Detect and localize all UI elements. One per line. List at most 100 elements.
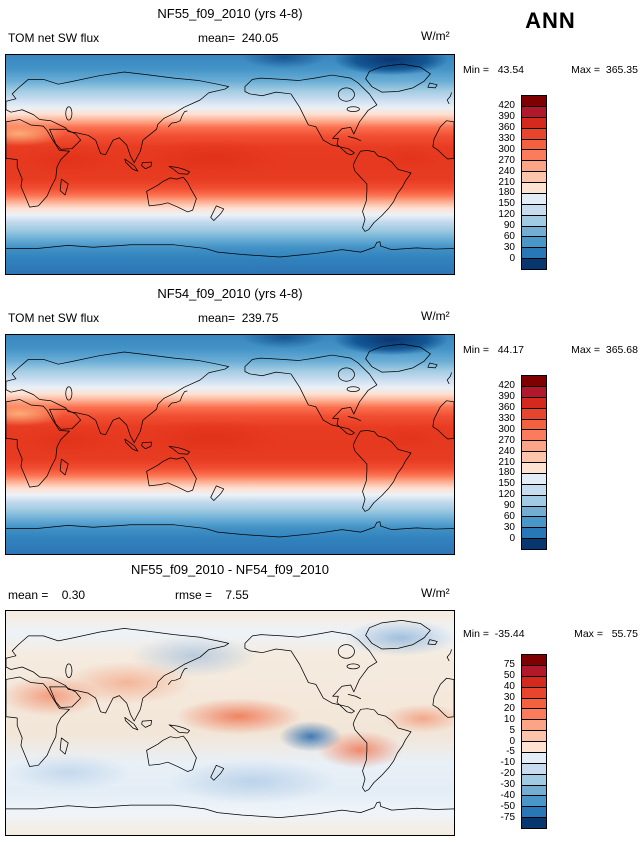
colorbar-segment [522,462,546,473]
colorbar-segment [522,138,546,150]
panel2-min-label: Min = 44.17 [463,344,524,356]
colorbar-tick-label: 300 [498,143,515,155]
colorbar-segment [522,483,546,495]
colorbar-tick-label: 210 [498,456,515,468]
colorbar-tick-label: 50 [503,669,515,681]
colorbar-tick-label: 330 [498,412,515,424]
panel3-rmse-label: rmse = 7.55 [175,588,249,602]
colorbar-segment [522,258,546,269]
panel1-variable-label: TOM net SW flux [8,31,100,45]
colorbar-tick-label: 150 [498,478,515,490]
colorbar-tick-label: 390 [498,390,515,402]
colorbar-segment [522,817,546,828]
colorbar-tick-label: 0 [509,533,515,545]
panel1-min-label: Min = 43.54 [463,64,524,76]
panel1-coastlines [6,63,454,258]
colorbar-segment [522,214,546,226]
colorbar-tick-label: 240 [498,445,515,457]
colorbar-tick-label: 270 [498,434,515,446]
panel2-colorbar-labels: 420 390 360 330 300 270 240 210 180 150 120 90 60 30 0 [465,375,515,550]
panel1-title: NF55_f09_2010 (yrs 4-8) [157,6,303,21]
colorbar-segment [522,773,546,785]
colorbar-segment [522,407,546,419]
colorbar-segment [522,751,546,763]
colorbar-segment [522,655,546,665]
panel2-minmax: Min = 44.17 Max = 365.68 [463,344,638,356]
colorbar-tick-label: -75 [500,812,515,824]
colorbar-segment [522,160,546,172]
colorbar-segment [522,686,546,698]
colorbar-tick-label: 330 [498,132,515,144]
colorbar-segment [522,376,546,386]
panel1-colorbar [521,95,547,270]
colorbar-tick-label: 210 [498,176,515,188]
colorbar-tick-label: 40 [503,680,515,692]
colorbar-segment [522,675,546,687]
colorbar-tick-label: 30 [503,242,515,254]
colorbar-tick-label: 90 [503,220,515,232]
colorbar-segment [522,182,546,193]
colorbar-segment [522,472,546,484]
colorbar-segment [522,105,546,117]
panel2-mean-label: mean= 239.75 [198,311,279,325]
panel1-units-label: W/m² [421,29,450,43]
colorbar-tick-label: 390 [498,110,515,122]
colorbar-segment [522,385,546,397]
colorbar-tick-label: 180 [498,467,515,479]
colorbar-tick-label: -40 [500,790,515,802]
colorbar-segment [522,719,546,731]
colorbar-tick-label: 270 [498,154,515,166]
colorbar-segment [522,762,546,774]
panel3-colorbar-labels: 75 50 40 30 20 10 5 0 -5 -10 -20 -30 -40 -50 -75 [465,654,515,829]
colorbar-segment [522,96,546,106]
panel3-units-label: W/m² [421,586,450,600]
panel3-title: NF55_f09_2010 - NF54_f09_2010 [130,562,330,577]
colorbar-segment [522,516,546,528]
colorbar-segment [522,247,546,259]
colorbar-segment [522,440,546,452]
panel2-map [5,334,455,555]
colorbar-tick-label: 90 [503,500,515,512]
colorbar-tick-label: 60 [503,511,515,523]
colorbar-tick-label: 180 [498,187,515,199]
panel2-variable-label: TOM net SW flux [8,311,100,325]
colorbar-tick-label: 420 [498,99,515,111]
colorbar-tick-label: 10 [503,713,515,725]
colorbar-segment [522,225,546,237]
panel1-colorbar-labels: 420 390 360 330 300 270 240 210 180 150 120 90 60 30 0 [465,95,515,270]
colorbar-segment [522,505,546,517]
colorbar-segment [522,149,546,161]
colorbar-tick-label: 0 [509,735,515,747]
panel2-units-label: W/m² [421,309,450,323]
panel1-minmax: Min = 43.54 Max = 365.35 [463,64,638,76]
panel3-colorbar [521,654,547,829]
panel2-coastlines [6,343,454,538]
panel2-colorbar [521,375,547,550]
panel3-minmax: Min = -35.44 Max = 55.75 [463,628,638,640]
colorbar-tick-label: 60 [503,231,515,243]
colorbar-segment [522,429,546,441]
colorbar-segment [522,527,546,539]
colorbar-segment [522,538,546,549]
colorbar-segment [522,494,546,506]
colorbar-tick-label: 75 [503,658,515,670]
panel3-mean-label: mean = 0.30 [8,588,86,602]
colorbar-segment [522,795,546,807]
colorbar-tick-label: 360 [498,401,515,413]
colorbar-tick-label: 120 [498,489,515,501]
colorbar-segment [522,697,546,709]
colorbar-tick-label: 0 [509,253,515,265]
colorbar-segment [522,741,546,752]
colorbar-tick-label: -30 [500,779,515,791]
panel1-max-label: Max = 365.35 [571,64,638,76]
colorbar-tick-label: 120 [498,209,515,221]
colorbar-segment [522,116,546,128]
colorbar-tick-label: 150 [498,198,515,210]
colorbar-segment [522,236,546,248]
colorbar-tick-label: -50 [500,801,515,813]
colorbar-segment [522,664,546,676]
colorbar-segment [522,708,546,720]
panel3-coastlines [6,619,454,818]
colorbar-segment [522,451,546,462]
